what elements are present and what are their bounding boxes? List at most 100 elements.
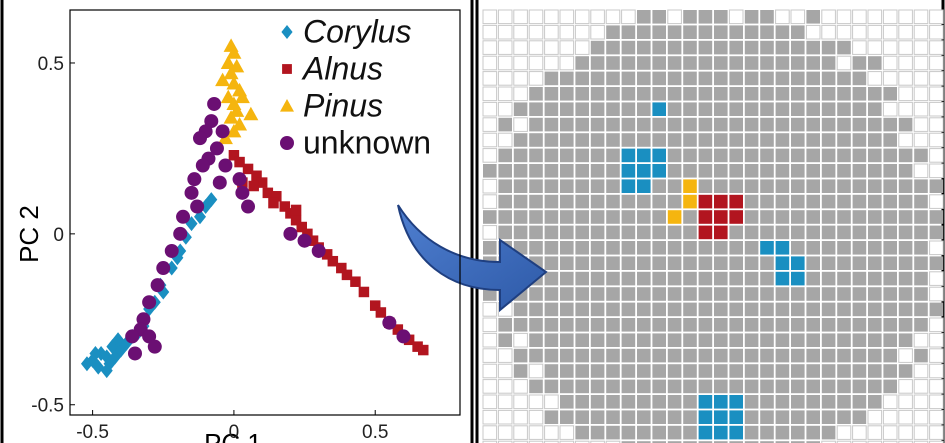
som-cell <box>575 395 589 409</box>
som-cell <box>498 194 512 209</box>
som-cell <box>621 302 636 317</box>
som-cell <box>637 225 651 240</box>
som-cell <box>652 117 666 132</box>
som-cell <box>929 302 944 317</box>
som-cell <box>760 425 774 440</box>
som-cell <box>729 318 743 332</box>
som-cell <box>882 101 898 117</box>
som-cell <box>652 148 666 163</box>
som-cell <box>560 210 574 224</box>
som-cell <box>882 440 898 443</box>
som-cell <box>606 25 620 39</box>
som-cell <box>652 210 666 224</box>
som-cell <box>559 440 575 443</box>
som-cell <box>667 241 682 255</box>
som-cell <box>852 241 867 255</box>
som-cell <box>791 425 805 440</box>
som-cell <box>744 441 759 443</box>
som-cell <box>898 71 913 86</box>
plot-frame <box>69 9 461 416</box>
som-cell <box>882 409 898 425</box>
som-cell <box>729 225 743 240</box>
som-cell <box>637 71 651 86</box>
som-cell <box>637 271 651 286</box>
som-cell <box>637 102 651 116</box>
som-cell <box>868 333 882 347</box>
som-cell <box>513 133 528 147</box>
som-cell <box>744 395 759 409</box>
som-cell <box>806 425 820 440</box>
som-cell <box>868 117 882 132</box>
som-cell <box>667 256 682 270</box>
som-cell <box>544 425 559 440</box>
som-cell <box>575 194 589 209</box>
point <box>341 269 353 281</box>
som-cell <box>683 364 697 378</box>
som-cell <box>898 287 913 301</box>
som-cell <box>868 179 882 193</box>
som-cell <box>482 178 498 194</box>
som-cell <box>744 225 759 240</box>
som-cell <box>560 395 574 409</box>
som-cell <box>652 302 666 317</box>
som-cell <box>683 133 697 147</box>
som-cell <box>544 194 559 209</box>
som-cell <box>621 87 636 101</box>
som-cell <box>837 318 851 332</box>
som-cell <box>560 256 574 270</box>
som-cell <box>529 87 543 101</box>
som-cell <box>852 40 867 55</box>
som-cell <box>606 225 620 240</box>
som-cell <box>544 179 559 193</box>
som-cell <box>760 241 774 255</box>
som-cell <box>744 194 759 209</box>
som-cell <box>821 364 836 378</box>
som-cell <box>590 87 605 101</box>
som-cell <box>652 102 666 116</box>
som-cell <box>667 40 682 55</box>
som-cell <box>913 332 929 348</box>
som-cell <box>883 379 897 394</box>
som-cell <box>621 364 636 378</box>
point <box>207 96 222 111</box>
som-cell <box>698 410 713 424</box>
som-cell <box>775 241 790 255</box>
som-cell <box>791 225 805 240</box>
som-cell <box>806 333 820 347</box>
som-cell <box>898 9 913 25</box>
som-cell <box>497 24 513 40</box>
legend-marker <box>281 25 293 39</box>
som-cell <box>775 441 790 443</box>
som-cell <box>698 194 713 209</box>
som-cell <box>560 318 574 332</box>
som-cell <box>852 440 867 443</box>
point <box>234 156 245 168</box>
som-cell <box>590 425 605 440</box>
som-cell <box>882 425 898 440</box>
som-cell <box>882 24 898 40</box>
som-cell <box>544 410 559 424</box>
som-cell <box>852 348 867 363</box>
som-cell <box>836 425 852 440</box>
som-cell <box>929 286 944 302</box>
point <box>128 346 142 361</box>
som-cell <box>898 256 913 270</box>
som-cell <box>683 148 697 163</box>
som-cell <box>729 395 743 409</box>
point <box>283 226 298 241</box>
som-cell <box>621 40 636 55</box>
point <box>262 187 274 199</box>
som-cell <box>883 210 897 224</box>
som-cell <box>852 210 867 224</box>
som-cell <box>667 410 682 424</box>
som-cell <box>852 379 867 394</box>
som-cell <box>698 379 713 394</box>
som-cell <box>775 348 790 363</box>
som-cell <box>513 86 528 102</box>
som-cell <box>698 318 713 332</box>
som-cell <box>683 71 697 86</box>
som-cell <box>575 241 589 255</box>
som-cell <box>497 425 513 440</box>
som-cell <box>683 164 697 178</box>
som-cell <box>821 133 836 147</box>
